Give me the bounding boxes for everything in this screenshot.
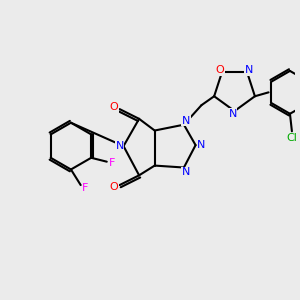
Text: F: F: [82, 183, 89, 193]
Text: F: F: [108, 158, 115, 168]
Text: O: O: [216, 65, 224, 75]
Text: N: N: [182, 167, 190, 177]
Text: O: O: [110, 182, 118, 192]
Text: N: N: [245, 65, 253, 75]
Text: O: O: [110, 102, 118, 112]
Text: N: N: [197, 140, 206, 150]
Text: Cl: Cl: [286, 133, 297, 143]
Text: N: N: [182, 116, 190, 126]
Text: N: N: [228, 109, 237, 119]
Text: N: N: [116, 141, 124, 151]
